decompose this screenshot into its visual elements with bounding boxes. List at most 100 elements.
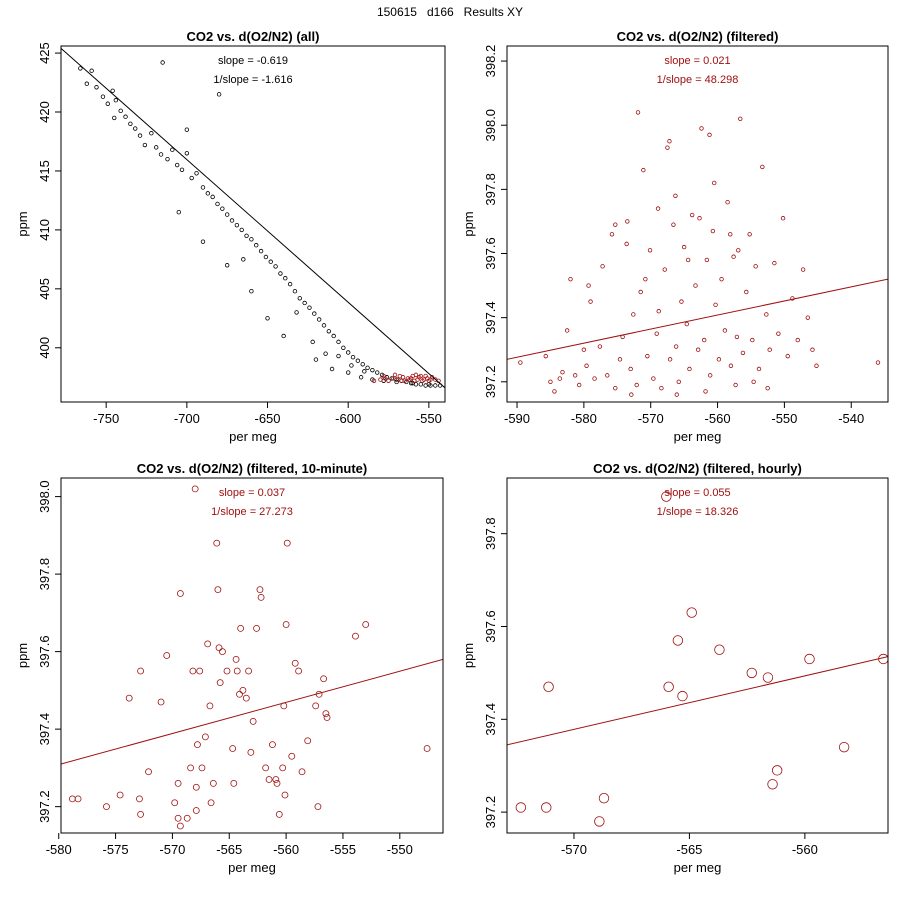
data-point [294, 310, 299, 315]
data-point [681, 244, 687, 250]
data-point [428, 377, 433, 382]
data-point [552, 389, 557, 394]
data-point [685, 257, 691, 263]
data-point [272, 776, 280, 783]
data-point [760, 164, 765, 170]
data-point [239, 227, 244, 233]
data-point [174, 162, 180, 168]
data-point [875, 360, 881, 365]
data-point [651, 376, 656, 381]
y-tick-label: 397.8 [37, 558, 52, 591]
y-tick-label: 398.0 [483, 109, 498, 142]
plot-area [507, 110, 888, 397]
data-point [200, 239, 206, 244]
data-point [686, 607, 697, 618]
y-tick-label: 405 [37, 278, 52, 300]
data-point [625, 219, 630, 224]
x-axis-label: per meg [229, 429, 277, 444]
data-point [661, 491, 672, 502]
data-point [638, 289, 643, 295]
data-point [123, 114, 128, 119]
chart-p3: CO2 vs. d(O2/N2) (filtered, 10-minute) -5… [15, 461, 444, 875]
data-point [262, 764, 270, 772]
data-point [116, 791, 124, 799]
data-point [772, 260, 777, 266]
data-point [103, 803, 110, 811]
data-point [341, 345, 346, 350]
data-point [257, 593, 265, 601]
data-point [89, 68, 94, 73]
regression-line [61, 658, 443, 765]
data-point [322, 710, 330, 718]
data-point [281, 791, 289, 799]
y-axis-label: ppm [461, 211, 476, 236]
data-point [572, 373, 578, 378]
data-point [160, 60, 165, 65]
data-point [719, 276, 724, 282]
x-tick-label: -580 [571, 411, 597, 426]
data-point [210, 194, 215, 200]
y-axis-label: ppm [15, 211, 30, 236]
data-point [588, 299, 593, 304]
data-point [358, 375, 364, 380]
data-point [408, 376, 414, 381]
data-point [298, 768, 306, 776]
x-tick-label: -575 [103, 842, 129, 857]
data-point [206, 702, 214, 710]
data-point [628, 366, 633, 372]
data-point [413, 372, 419, 378]
data-point [265, 776, 273, 783]
data-point [584, 363, 589, 368]
data-point [581, 347, 587, 352]
data-point [336, 339, 341, 345]
regression-line [507, 656, 888, 746]
data-point [281, 333, 286, 339]
y-tick-label: 415 [37, 160, 52, 182]
plot-frame [506, 45, 889, 403]
data-point [371, 378, 377, 383]
data-point [292, 288, 298, 294]
data-point [194, 171, 199, 176]
series-filtered-overlay [371, 372, 441, 383]
data-point [391, 376, 396, 381]
data-point [355, 358, 361, 363]
data-point [165, 156, 170, 162]
data-point [350, 355, 356, 360]
y-tick-label: 397.4 [37, 713, 52, 746]
data-point [125, 694, 133, 702]
data-point [733, 382, 738, 388]
plot-frame [60, 45, 446, 403]
data-point [645, 353, 650, 359]
data-point [189, 667, 197, 675]
data-point [751, 379, 756, 384]
y-tick-label: 400 [37, 337, 52, 359]
data-point [674, 392, 679, 397]
data-point [564, 328, 570, 333]
data-point [600, 264, 605, 269]
data-point [672, 635, 684, 646]
data-point [370, 367, 375, 373]
data-point [265, 316, 270, 321]
data-point [283, 539, 291, 547]
data-point [667, 357, 673, 362]
data-point [256, 586, 264, 594]
data-point [785, 353, 790, 359]
data-point [200, 185, 206, 190]
data-point [176, 590, 184, 597]
data-point [762, 672, 774, 683]
data-point [728, 363, 734, 368]
chart-p2: CO2 vs. d(O2/N2) (filtered) -590 -580 -570 -… [461, 29, 889, 444]
data-point [663, 681, 674, 693]
data-point [345, 350, 351, 355]
data-point [136, 795, 143, 803]
data-point [605, 373, 610, 378]
data-point [423, 745, 431, 752]
x-tick-label: -700 [174, 411, 200, 426]
data-point [710, 228, 716, 234]
plot-frame [60, 477, 444, 834]
data-point [275, 810, 283, 818]
data-point [133, 126, 138, 131]
data-point [171, 799, 179, 807]
data-point [137, 667, 144, 675]
data-point [736, 248, 741, 253]
